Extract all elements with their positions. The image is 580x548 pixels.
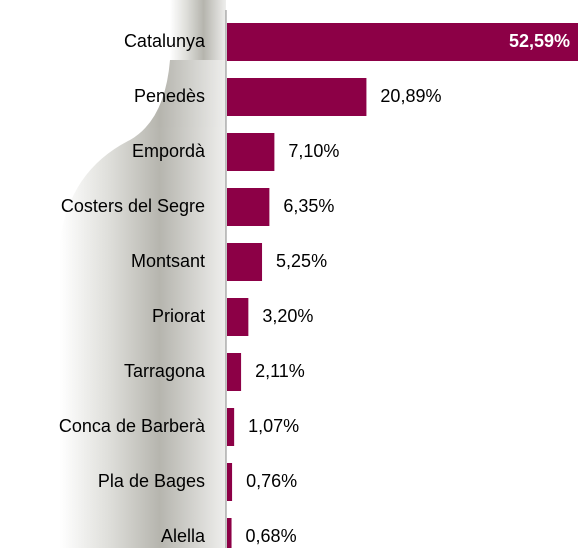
value-label: 2,11% [255, 361, 305, 381]
bar [227, 463, 233, 501]
category-label: Conca de Barberà [59, 416, 206, 436]
bar [227, 133, 275, 171]
bar [227, 243, 263, 281]
value-label: 52,59% [509, 31, 570, 51]
value-label: 5,25% [276, 251, 327, 271]
category-label: Priorat [152, 306, 205, 326]
background-bottle [60, 0, 226, 548]
bar [227, 518, 232, 548]
value-label: 0,68% [246, 526, 297, 546]
bar [227, 408, 235, 446]
category-label: Tarragona [124, 361, 206, 381]
bar [227, 298, 249, 336]
category-label: Montsant [131, 251, 205, 271]
bar [227, 23, 578, 61]
value-label: 6,35% [283, 196, 334, 216]
category-label: Costers del Segre [61, 196, 205, 216]
category-label: Penedès [134, 86, 205, 106]
category-label: Empordà [132, 141, 206, 161]
category-label: Alella [161, 526, 206, 546]
value-label: 20,89% [380, 86, 441, 106]
value-label: 3,20% [262, 306, 313, 326]
bar [227, 78, 367, 116]
bar [227, 188, 270, 226]
category-label: Pla de Bages [98, 471, 205, 491]
category-label: Catalunya [124, 31, 206, 51]
value-label: 0,76% [246, 471, 297, 491]
bar [227, 353, 242, 391]
value-label: 7,10% [288, 141, 339, 161]
value-label: 1,07% [248, 416, 299, 436]
